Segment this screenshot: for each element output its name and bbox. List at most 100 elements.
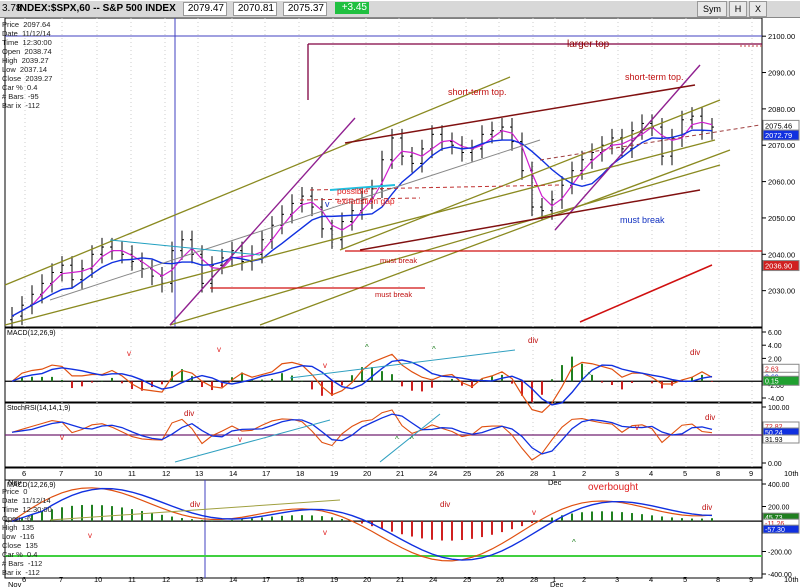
channel-line — [4, 76, 511, 286]
lower-stats: Price 0 Date 11/12/14 Time 12:30:00 Open -6… — [2, 487, 52, 577]
x-day-label: 11 — [128, 469, 136, 478]
x-month-label: Nov — [8, 580, 22, 587]
x-day-label: 5 — [683, 469, 687, 478]
price-stats: Price 2097.64 Date 11/12/14 Time 12:30:00 O… — [2, 20, 52, 110]
stat-time: Time 12:30:00 — [2, 38, 52, 47]
macd-tag-label: 2.63 — [765, 366, 779, 373]
x-day-label: 13 — [195, 469, 203, 478]
x-day-label: 21 — [396, 469, 404, 478]
x-day-label: 1 — [552, 575, 556, 584]
x-day-label: 28 — [530, 469, 538, 478]
macd2-line — [11, 487, 713, 562]
x-day-label: 19 — [330, 469, 338, 478]
annotation-short-term-top: short-term top. — [625, 72, 684, 82]
macd-tag-label: 0.15 — [765, 378, 779, 385]
stoch-d-line — [11, 413, 713, 455]
symbol-button[interactable]: Sym — [697, 1, 727, 17]
x-month-label: Nov — [8, 478, 22, 487]
osc-tick-label: 6.00 — [768, 330, 782, 337]
stat-bar-ix: Bar ix -112 — [2, 101, 40, 110]
ma-short — [11, 121, 713, 317]
x-month-label: Dec — [548, 478, 562, 487]
x-day-label: 17 — [262, 469, 270, 478]
annotation-short-term-top: short-term top. — [448, 87, 507, 97]
macd2-mark: div — [440, 500, 450, 509]
stat-high: High 2039.27 — [2, 56, 49, 65]
stoch-trend-line — [174, 419, 331, 463]
stat--bars: # Bars -112 — [2, 559, 43, 568]
channel-line — [169, 164, 721, 326]
stat-open: Open 2038.74 — [2, 47, 52, 56]
stat-date: Date 11/12/14 — [2, 496, 51, 505]
stoch-k-line — [11, 409, 713, 461]
y-tick-label: 2040.00 — [768, 250, 795, 259]
osc-tick-label: 400.00 — [768, 482, 790, 489]
x-day-label: 17 — [262, 575, 270, 584]
x-day-label: 25 — [463, 575, 471, 584]
stoch-tag-label: 50.24 — [765, 430, 783, 437]
price-tag-label: 2072.79 — [765, 131, 792, 140]
h-button[interactable]: H — [729, 1, 747, 17]
annotation-exhaustion-gap: exhaustion gap — [337, 196, 395, 206]
header-close: 2075.37 — [283, 2, 327, 16]
trend-line-gray — [49, 139, 541, 301]
osc-label: StochRSI(14,14,1,9) — [7, 405, 70, 412]
x-day-label: 3 — [615, 575, 619, 584]
stoch-mark: ^ — [395, 435, 399, 444]
x-day-label: 12 — [162, 575, 170, 584]
x-day-label: 25 — [463, 469, 471, 478]
osc-tick-label: 4.00 — [768, 343, 782, 350]
y-tick-label: 2100.00 — [768, 32, 795, 41]
stoch-mark: div — [705, 413, 715, 422]
stat-car-: Car % 0.4 — [2, 83, 38, 92]
stat-low: Low -116 — [2, 532, 35, 541]
macd2-trend-line — [49, 499, 341, 521]
macd2-overbought: overbought — [588, 482, 638, 493]
x-day-label: 11 — [128, 575, 136, 584]
osc-tick-label: -4.00 — [768, 396, 784, 403]
macd-mark: div — [528, 336, 538, 345]
y-tick-label: 2060.00 — [768, 178, 795, 187]
stat-price: Price 2097.64 — [2, 20, 51, 29]
x-day-label: 2 — [582, 575, 586, 584]
annotation-must-break-blue: must break — [620, 215, 665, 225]
macd2-mark: v — [88, 531, 92, 540]
stat-price: Price 0 — [2, 487, 28, 496]
macd2-tag — [762, 524, 800, 534]
cyan-line — [109, 239, 261, 256]
osc-label: MACD(12,26,9) — [7, 482, 56, 489]
x-day-label: 19 — [330, 575, 338, 584]
x-day-label: 10 — [94, 575, 102, 584]
x-day-label: 8 — [716, 469, 720, 478]
panel-frame-1 — [4, 327, 763, 403]
x-day-label: 4 — [649, 575, 653, 584]
close-button[interactable]: X — [749, 1, 767, 17]
gap-line — [299, 197, 421, 201]
macd-mark: div — [690, 348, 700, 357]
y-tick-label: 2090.00 — [768, 69, 795, 78]
wedge-bottom-line — [359, 189, 701, 251]
stoch-mark: v — [238, 435, 242, 444]
x-day-label: 14 — [229, 575, 237, 584]
x-day-label: 10 — [94, 469, 102, 478]
macd-trend-line — [289, 349, 516, 379]
macd2-mark: div — [702, 503, 712, 512]
x-day-label: 14 — [229, 469, 237, 478]
macd-line — [11, 353, 713, 413]
channel-line — [4, 139, 716, 326]
x-day-label: 7 — [59, 575, 63, 584]
macd-tag — [762, 375, 800, 386]
header-open: 2079.47 — [183, 2, 227, 16]
osc-tick-label: 100.00 — [768, 405, 790, 412]
x-day-label: 9 — [749, 469, 753, 478]
x-month-label: Dec — [550, 580, 564, 587]
price-tag — [762, 129, 800, 141]
x-day-label: 28 — [530, 575, 538, 584]
symbol-title: INDEX:$SPX,60 -- S&P 500 INDEX — [17, 3, 176, 14]
x-day-label: 1 — [552, 469, 556, 478]
x-day-label: 20 — [363, 469, 371, 478]
stat-car-: Car % 0.4 — [2, 550, 38, 559]
x-day-label: 18 — [296, 575, 304, 584]
annotation-v: v — [325, 199, 330, 209]
y-tick-label: 2080.00 — [768, 105, 795, 114]
